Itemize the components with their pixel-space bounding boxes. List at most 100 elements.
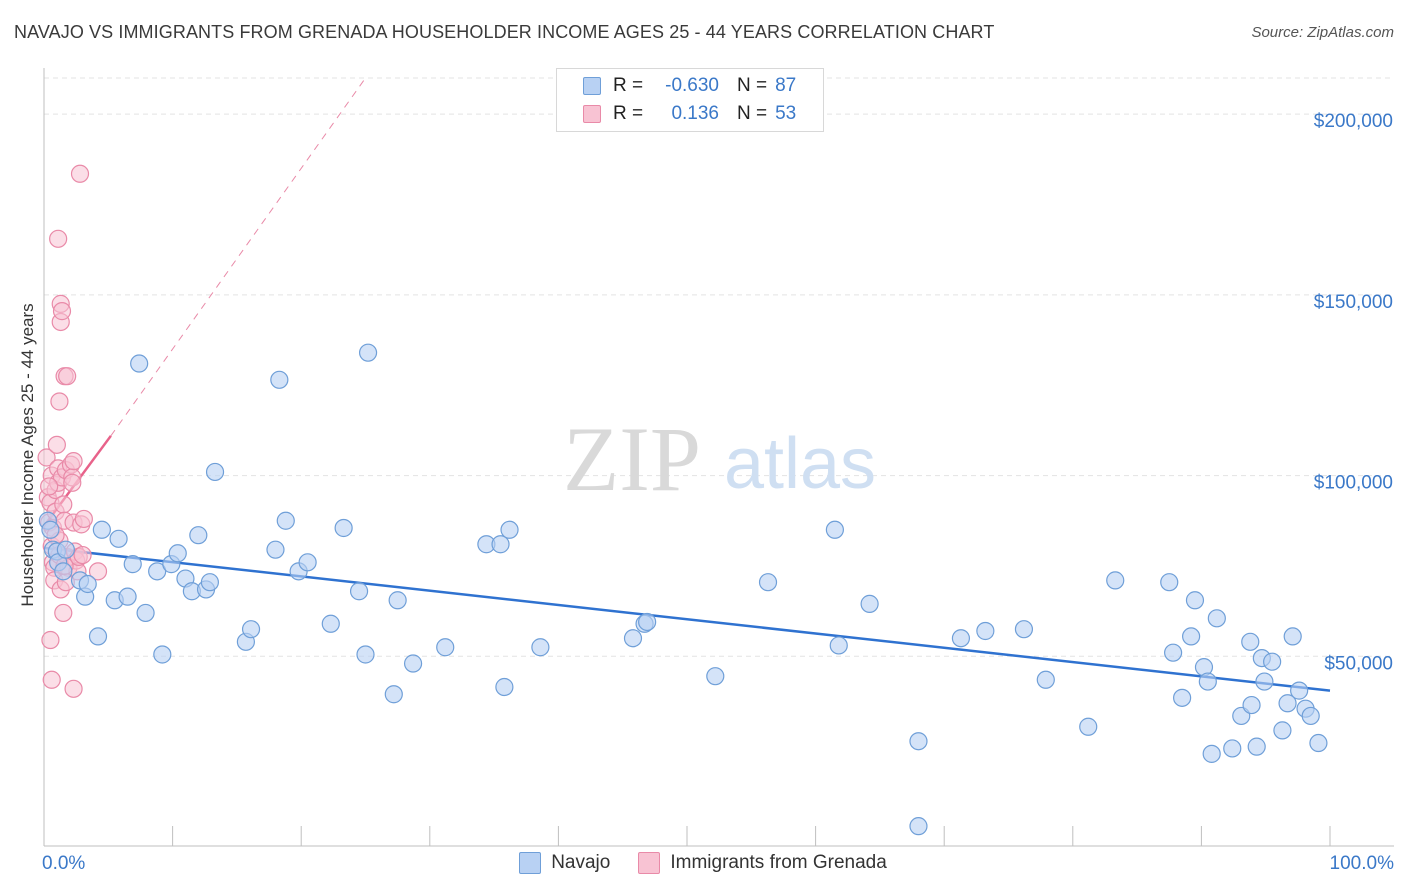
navajo-point: [1301, 706, 1320, 726]
grenada-trend-extension: [110, 77, 366, 437]
navajo-point: [266, 540, 285, 559]
axes: [43, 68, 1394, 847]
navajo-point: [1160, 573, 1179, 592]
navajo-point: [1202, 744, 1221, 763]
grenada-point: [47, 435, 66, 454]
bottom-legend: Navajo Immigrants from Grenada: [0, 852, 1406, 874]
navajo-point: [1223, 739, 1242, 758]
navajo-point: [1079, 717, 1098, 736]
navajo-point: [270, 370, 289, 389]
navajo-point: [491, 535, 510, 554]
grenada-point: [64, 679, 83, 698]
navajo-point: [495, 677, 514, 697]
bottom-legend-grenada: Immigrants from Grenada: [638, 852, 887, 874]
legend: R = -0.630 N = 87 R = 0.136 N = 53: [556, 68, 824, 132]
grenada-legend-swatch: [638, 852, 661, 874]
navajo-point: [951, 629, 971, 648]
navajo-n-label: N =: [737, 75, 768, 96]
navajo-point: [500, 520, 519, 539]
navajo-point: [436, 638, 455, 657]
navajo-point: [1241, 632, 1260, 651]
navajo-point: [1247, 737, 1266, 756]
navajo-point: [976, 621, 995, 641]
navajo-point: [1173, 688, 1192, 707]
navajo-point: [168, 544, 187, 563]
navajo-point: [706, 667, 725, 686]
grenada-point: [40, 477, 59, 496]
watermark-zip: ZIP: [563, 408, 701, 510]
grenada-point: [74, 509, 93, 529]
y-tick-label: $200,000: [1314, 111, 1393, 132]
grenada-point: [54, 603, 73, 623]
navajo-point: [1273, 721, 1292, 740]
navajo-point: [88, 627, 108, 646]
navajo-legend-label: Navajo: [551, 852, 611, 873]
watermark-atlas: atlas: [724, 424, 876, 504]
navajo-point: [1263, 652, 1282, 671]
navajo-point: [334, 518, 353, 538]
navajo-point: [1207, 609, 1226, 628]
navajo-swatch: [583, 77, 601, 95]
navajo-point: [531, 638, 550, 657]
navajo-point: [118, 587, 137, 606]
navajo-point: [1164, 643, 1183, 662]
navajo-point: [276, 511, 295, 530]
navajo-trend-line: [43, 546, 1331, 692]
navajo-r-value: -0.630: [665, 75, 719, 96]
navajo-point: [54, 562, 73, 581]
navajo-point: [349, 582, 369, 601]
navajo-point: [92, 520, 111, 539]
grenada-point: [41, 630, 60, 650]
bottom-legend-navajo: Navajo: [519, 852, 610, 874]
navajo-point: [189, 526, 208, 545]
navajo-point: [638, 612, 657, 632]
grenada-r-label: R =: [613, 103, 644, 124]
y-tick-label: $100,000: [1314, 473, 1393, 494]
grenada-point: [64, 452, 83, 471]
navajo-point: [356, 645, 375, 664]
navajo-point: [1255, 672, 1274, 691]
chart-title: NAVAJO VS IMMIGRANTS FROM GRENADA HOUSEH…: [14, 22, 995, 42]
grenada-point: [49, 229, 68, 248]
navajo-point: [109, 529, 128, 548]
navajo-point: [1036, 670, 1055, 689]
grenada-point: [50, 392, 69, 411]
x-tick-label-min: 0.0%: [42, 853, 85, 874]
grenada-point: [73, 545, 92, 565]
grenada-n-value: 53: [775, 103, 797, 124]
navajo-point: [153, 645, 172, 664]
navajo-legend-swatch: [519, 852, 542, 874]
grenada-legend-label: Immigrants from Grenada: [670, 852, 887, 873]
tick-labels: $50,000 $100,000 $150,000 $200,000 0.0% 100.0…: [42, 111, 1394, 874]
navajo-point: [860, 594, 879, 613]
legend-row-grenada: R = 0.136 N = 53: [583, 101, 796, 127]
x-tick-label-max: 100.0%: [1330, 853, 1395, 874]
grenada-n-label: N =: [737, 103, 768, 124]
navajo-point: [321, 614, 340, 633]
navajo-point: [358, 343, 378, 362]
navajo-point: [1309, 733, 1328, 753]
navajo-point: [123, 555, 142, 574]
grenada-point: [63, 473, 82, 492]
navajo-point: [78, 574, 97, 594]
navajo-point: [1014, 620, 1034, 639]
navajo-points: [38, 343, 1328, 836]
navajo-point: [205, 462, 225, 482]
navajo-point: [1182, 627, 1201, 646]
navajo-point: [148, 562, 167, 581]
navajo-point: [136, 603, 155, 623]
grenada-points: [37, 164, 108, 698]
source-label: Source: ZipAtlas.com: [1251, 24, 1394, 41]
navajo-point: [1198, 672, 1217, 691]
navajo-point: [1283, 627, 1302, 646]
navajo-point: [829, 636, 848, 655]
navajo-point: [241, 620, 261, 639]
grenada-point: [42, 670, 61, 689]
navajo-point: [1106, 571, 1125, 590]
navajo-point: [825, 520, 844, 539]
navajo-point: [41, 520, 60, 539]
navajo-point: [623, 629, 643, 648]
y-tick-label: $150,000: [1314, 292, 1393, 313]
trend-lines: [42, 77, 1331, 692]
